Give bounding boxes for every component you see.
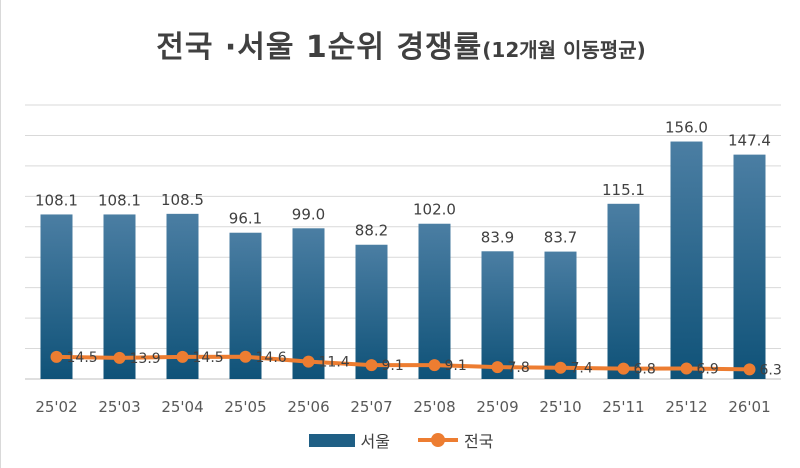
line-point-25'02 <box>50 350 63 363</box>
bar-value-label: 102.0 <box>413 201 456 219</box>
x-tick-label: 25'11 <box>602 398 644 416</box>
line-point-25'09 <box>491 361 504 374</box>
bar-25'12 <box>670 141 703 379</box>
bar-25'09 <box>481 251 514 379</box>
line-value-label: 6.9 <box>697 361 719 377</box>
bar-26'01 <box>733 154 766 379</box>
line-value-label: 9.1 <box>445 358 467 374</box>
bar-25'11 <box>607 203 640 379</box>
legend-item-seoul: 서울 <box>308 428 390 452</box>
line-point-25'12 <box>680 362 693 375</box>
bar-value-label: 156.0 <box>665 119 708 137</box>
bar-value-label: 108.1 <box>35 191 78 209</box>
line-value-label: 7.4 <box>571 361 593 377</box>
legend-label-national: 전국 <box>464 432 494 451</box>
bar-25'07 <box>355 244 388 379</box>
bar-value-label: 99.0 <box>292 205 325 223</box>
line-point-25'05 <box>239 350 252 363</box>
bar-25'10 <box>544 251 577 379</box>
legend: 서울 전국 <box>1 428 800 452</box>
bar-value-label: 83.9 <box>481 228 514 246</box>
line-value-label: 7.8 <box>508 360 530 376</box>
line-value-label: 13.9 <box>130 351 161 367</box>
bar-value-label: 96.1 <box>229 210 262 228</box>
x-tick-label: 25'04 <box>161 398 203 416</box>
chart-subtitle: (12개월 이동평균) <box>482 38 646 62</box>
line-point-25'10 <box>554 361 567 374</box>
bar-labels: 108.1 108.1 108.5 96.1 99.0 88.2 102.0 83.9 83.7… <box>35 119 771 247</box>
line-value-label: 14.6 <box>256 350 287 366</box>
bar-value-label: 108.5 <box>161 191 204 209</box>
chart-title-main: 전국 ·서울 1순위 경쟁률 <box>156 30 483 65</box>
line-value-label: 14.5 <box>193 350 224 366</box>
bar-25'03 <box>103 214 136 379</box>
legend-line-swatch <box>418 433 458 447</box>
legend-item-national: 전국 <box>418 428 493 452</box>
line-point-25'03 <box>113 351 126 364</box>
x-tick-label: 25'10 <box>539 398 581 416</box>
x-tick-label: 26'01 <box>728 398 770 416</box>
x-tick-label: 25'02 <box>35 398 77 416</box>
legend-label-seoul: 서울 <box>360 432 390 451</box>
line-point-25'06 <box>302 355 315 368</box>
chart-title: 전국 ·서울 1순위 경쟁률(12개월 이동평균) <box>1 22 800 66</box>
line-value-label: 11.4 <box>319 355 350 371</box>
x-tick-label: 25'07 <box>350 398 392 416</box>
x-tick-label: 25'03 <box>98 398 140 416</box>
x-tick-label: 25'09 <box>476 398 518 416</box>
line-series-national <box>50 350 756 376</box>
x-tick-label: 25'12 <box>665 398 707 416</box>
gridlines <box>25 104 781 380</box>
line-value-label: 14.5 <box>67 350 98 366</box>
bar-value-label: 83.7 <box>544 229 577 247</box>
bar-series-seoul <box>40 141 766 379</box>
x-tick-label: 25'06 <box>287 398 329 416</box>
x-tick-label: 25'08 <box>413 398 455 416</box>
line-labels: 14.5 13.9 14.5 14.6 11.4 9.1 9.1 7.8 7.4 6.8 6.9 6.… <box>67 350 782 379</box>
bar-value-label: 115.1 <box>602 181 645 199</box>
bar-25'08 <box>418 223 451 379</box>
x-axis-tick-labels: 25'02 25'03 25'04 25'05 25'06 25'07 25'08 25'09… <box>35 398 770 416</box>
line-path-national <box>56 354 750 372</box>
bar-value-label: 88.2 <box>355 222 388 240</box>
line-value-label: 6.8 <box>634 362 656 378</box>
line-point-25'07 <box>365 359 378 372</box>
x-tick-label: 25'05 <box>224 398 266 416</box>
bar-25'06 <box>292 228 325 379</box>
bar-value-label: 108.1 <box>98 191 141 209</box>
line-point-25'04 <box>176 350 189 363</box>
line-point-26'01 <box>743 363 756 376</box>
bar-value-label: 147.4 <box>728 132 771 150</box>
line-value-label: 6.3 <box>760 362 782 378</box>
line-value-label: 9.1 <box>382 358 404 374</box>
line-point-25'11 <box>617 362 630 375</box>
legend-bar-swatch <box>308 433 355 447</box>
line-point-25'08 <box>428 359 441 372</box>
